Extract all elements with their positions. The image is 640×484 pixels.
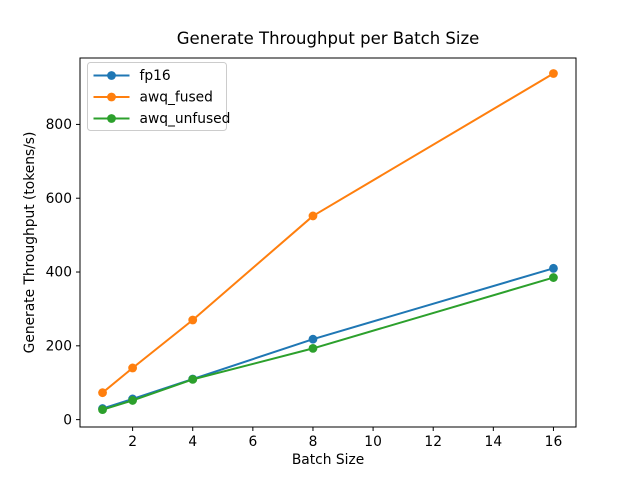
x-tick-label: 6 (248, 434, 257, 450)
y-tick-label: 0 (63, 412, 72, 428)
legend-entry-awq_unfused: awq_unfused (93, 111, 231, 127)
data-point-awq_unfused-x16 (549, 273, 558, 282)
data-point-fp16-x16 (549, 263, 558, 273)
data-point-fp16-x8 (308, 334, 318, 344)
data-point-awq_fused-x1 (98, 388, 107, 398)
legend-entry-awq_fused: awq_fused (93, 90, 213, 106)
y-tick-label: 600 (46, 191, 72, 207)
x-tick-label: 16 (545, 434, 563, 450)
x-tick-label: 12 (424, 434, 442, 450)
legend-swatch-marker-fp16 (107, 71, 116, 80)
x-tick-label: 4 (188, 434, 197, 450)
data-point-awq_unfused-x8 (308, 344, 318, 353)
legend: fp16 awq_fused awq_unfused (87, 62, 231, 131)
y-axis-label: Generate Throughput (tokens/s) (22, 132, 38, 354)
legend-label-fp16: fp16 (140, 68, 171, 84)
series-line-awq_unfused (101, 276, 555, 411)
legend-label-awq_fused: awq_fused (140, 90, 213, 106)
x-tick-label: 2 (128, 434, 137, 450)
y-tick-label: 400 (46, 265, 72, 281)
legend-box (87, 62, 227, 131)
legend-swatch-marker-awq_unfused (107, 114, 116, 123)
chart-title: Generate Throughput per Batch Size (177, 29, 480, 48)
x-tick-label: 14 (485, 434, 503, 450)
data-point-awq_fused-x16 (549, 69, 558, 78)
data-point-awq_unfused-x1 (98, 405, 107, 415)
legend-swatch-marker-awq_fused (107, 92, 116, 102)
x-tick-label: 10 (364, 434, 382, 450)
plot-area: 2 4 6 8 10 12 14 16 0 200 400 600 800 (46, 57, 577, 450)
axes-frame (79, 57, 577, 428)
data-point-awq_fused-x8 (308, 211, 318, 221)
x-tick-label: 8 (309, 434, 318, 450)
legend-label-awq_unfused: awq_unfused (140, 111, 231, 127)
data-point-awq_unfused-x2 (128, 396, 138, 405)
y-tick-label: 200 (46, 339, 72, 355)
data-point-awq_fused-x4 (188, 315, 198, 325)
y-tick-label: 800 (46, 117, 72, 133)
legend-entry-fp16: fp16 (93, 68, 171, 84)
x-axis-label: Batch Size (292, 452, 364, 468)
data-point-awq_unfused-x4 (188, 374, 198, 384)
data-point-awq_fused-x2 (128, 363, 138, 373)
